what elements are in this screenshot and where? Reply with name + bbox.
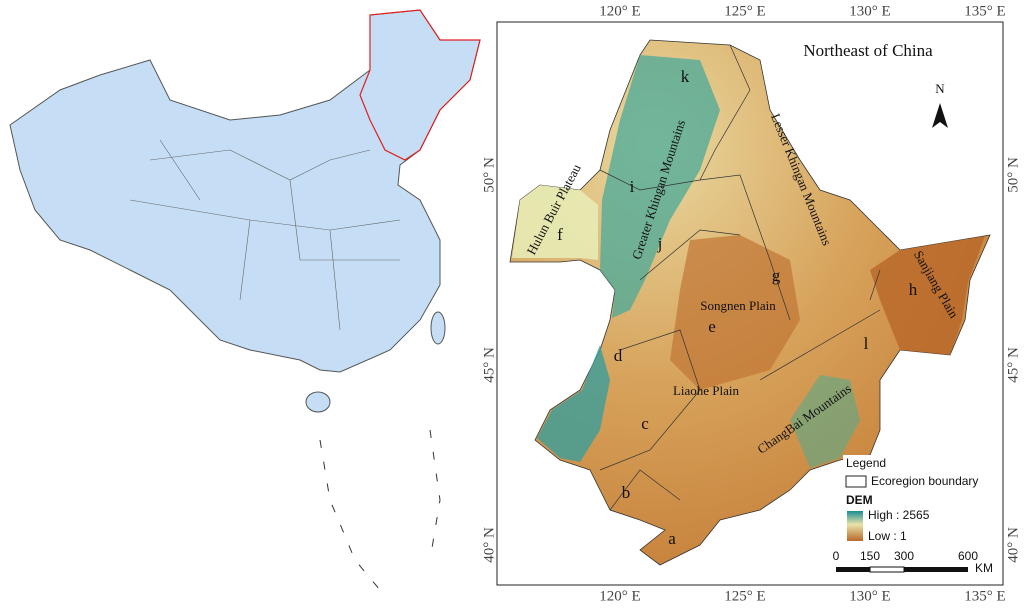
legend-background [843,455,1001,565]
right-tick-label: 45° N [1005,347,1021,383]
ecoregion-letter: d [614,346,623,365]
left-tick-label: 50° N [481,157,497,193]
top-tick-label: 120° E [599,3,640,19]
china-outline [9,9,481,373]
scale-label: 300 [894,549,914,563]
legend-title: Legend [846,456,886,470]
legend-high: High : 2565 [868,508,930,522]
right-tick-label: 50° N [1005,157,1021,193]
north-arrow [932,103,948,128]
boundary-swatch [845,475,867,488]
ecoregion-letter: h [909,280,918,299]
scale-segment [904,567,968,572]
hainan [305,391,331,413]
left-tick-label: 40° N [481,527,497,563]
legend-low: Low : 1 [868,529,907,543]
ecoregion-letter: a [668,529,676,548]
ecoregion-boundaries [599,44,881,511]
plain-songnen [670,235,800,390]
bottom-tick-label: 130° E [849,588,890,604]
top-tick-label: 135° E [964,3,1005,19]
right-tick-label: 40° N [1005,527,1021,563]
northeast-highlight [359,9,481,161]
ecoregion-letter: k [681,67,690,86]
mountain-changbai [790,375,860,468]
mountain-southwest [537,345,610,462]
map-title: Northeast of China [803,41,933,60]
nine-dash-line [319,429,441,591]
scale-label: 150 [860,549,880,563]
ecoregion-letter: i [630,177,635,196]
top-tick-label: 130° E [849,3,890,19]
legend-boundary: Ecoregion boundary [871,474,978,488]
ecoregion-letter: c [641,414,649,433]
north-label: N [935,81,945,96]
bottom-tick-label: 125° E [724,588,765,604]
legend-dem: DEM [846,493,873,507]
taiwan [430,311,446,345]
scale-unit: KM [975,561,993,575]
feature-name: Liaohe Plain [673,383,740,398]
ecoregion-letter: b [622,483,631,502]
ecoregion-letter: g [772,266,781,285]
plateau-hulun [512,185,598,260]
legend: Legend Ecoregion boundary DEM High : 256… [836,455,1001,573]
left-tick-label: 45° N [481,347,497,383]
scale-label: 600 [958,549,978,563]
ecoregion-letter: e [708,317,716,336]
bottom-tick-label: 135° E [964,588,1005,604]
ecoregion-letter: j [657,234,663,253]
ecoregion-letter: f [557,225,563,244]
scale-segment [836,567,870,572]
dem-ramp [847,511,863,541]
bottom-tick-label: 120° E [599,588,640,604]
plain-sanjiang [870,236,985,355]
ecoregion-letter: l [864,334,869,353]
china-map [9,9,481,591]
scale-label: 0 [833,549,840,563]
top-tick-label: 125° E [724,3,765,19]
scale-segment [869,566,905,573]
feature-name: Songnen Plain [700,298,776,313]
province-lines [129,139,401,331]
northeast-map [509,39,991,566]
